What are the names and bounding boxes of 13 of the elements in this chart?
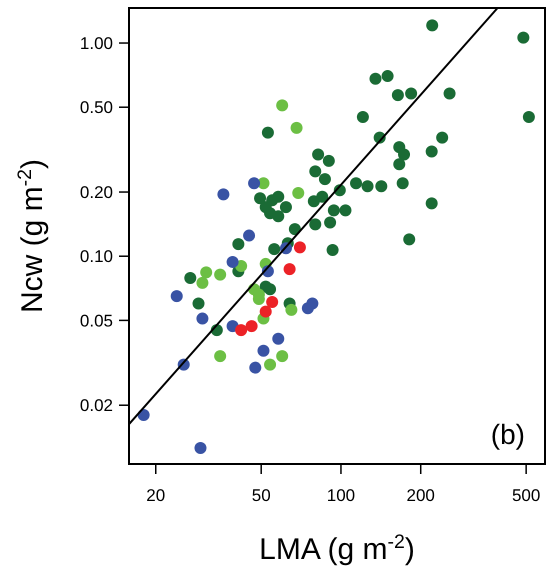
y-tick-label: 1.00 bbox=[80, 34, 113, 53]
x-tick-label: 100 bbox=[326, 486, 356, 505]
x-tick-label: 200 bbox=[406, 486, 435, 505]
y-tick-label: 0.50 bbox=[80, 98, 113, 118]
y-tick-label: 0.02 bbox=[80, 396, 113, 416]
x-tick-label: 500 bbox=[512, 486, 540, 505]
x-axis-title: LMA (g m$^{-2}$) bbox=[259, 531, 415, 566]
x-tick-label: 50 bbox=[252, 486, 271, 505]
y-tick-label: 0.20 bbox=[80, 182, 113, 202]
annotation: (b) bbox=[490, 419, 525, 450]
y-tick-label: 0.10 bbox=[80, 247, 113, 266]
x-tick-label: 20 bbox=[146, 486, 166, 505]
y-tick-label: 0.05 bbox=[80, 311, 113, 330]
